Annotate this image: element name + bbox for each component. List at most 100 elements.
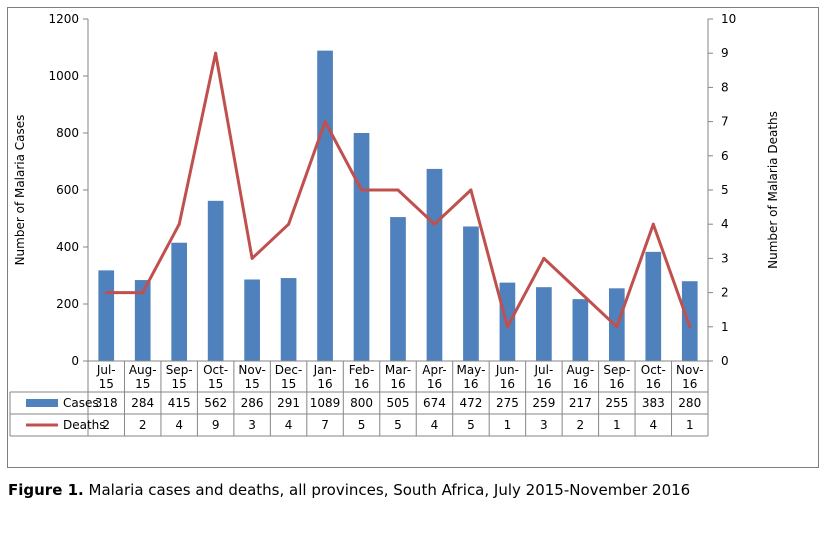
table-value-deaths: 2 xyxy=(102,418,110,432)
deaths-point xyxy=(505,325,509,329)
table-value-cases: 472 xyxy=(459,396,482,410)
x-tick-label: Sep- xyxy=(166,363,193,377)
legend-label-cases: Cases xyxy=(63,396,99,410)
y-tick-label: 1200 xyxy=(48,12,79,26)
deaths-point xyxy=(578,291,582,295)
bar-cases xyxy=(572,299,589,361)
x-tick-label: May- xyxy=(456,363,485,377)
x-tick-label: Jul- xyxy=(533,363,553,377)
y2-tick-label: 0 xyxy=(721,354,729,368)
x-tick-label: Sep- xyxy=(603,363,630,377)
deaths-point xyxy=(396,188,400,192)
x-tick-label: 16 xyxy=(354,377,369,391)
x-tick-label: Jan- xyxy=(313,363,337,377)
y2-tick-label: 2 xyxy=(721,286,729,300)
x-tick-label: 16 xyxy=(646,377,661,391)
x-tick-label: Oct- xyxy=(203,363,228,377)
bar-cases xyxy=(426,168,443,361)
table-value-cases: 318 xyxy=(95,396,118,410)
table-value-deaths: 1 xyxy=(613,418,621,432)
bar-cases xyxy=(134,280,151,361)
bar-cases xyxy=(207,200,224,361)
bar-cases xyxy=(353,133,370,361)
deaths-point xyxy=(615,325,619,329)
table-value-deaths: 2 xyxy=(577,418,585,432)
x-tick-label: Jun- xyxy=(495,363,519,377)
figure-caption: Figure 1. Malaria cases and deaths, all … xyxy=(8,481,690,499)
bar-cases xyxy=(390,217,406,361)
table-value-cases: 1089 xyxy=(310,396,341,410)
deaths-point xyxy=(469,188,473,192)
deaths-point xyxy=(360,188,364,192)
table-value-deaths: 4 xyxy=(649,418,657,432)
y-tick-label: 1000 xyxy=(48,69,79,83)
bar-cases xyxy=(317,50,333,361)
x-tick-label: Apr- xyxy=(422,363,446,377)
bar-cases xyxy=(280,278,297,361)
x-tick-label: 15 xyxy=(244,377,259,391)
table-value-cases: 280 xyxy=(678,396,701,410)
table-value-cases: 383 xyxy=(642,396,665,410)
table-value-deaths: 3 xyxy=(248,418,256,432)
table-value-cases: 286 xyxy=(241,396,264,410)
y-tick-label: 200 xyxy=(56,297,79,311)
y-tick-label: 600 xyxy=(56,183,79,197)
table-value-cases: 284 xyxy=(131,396,154,410)
y2-tick-label: 9 xyxy=(721,46,729,60)
deaths-point xyxy=(323,120,327,124)
deaths-point xyxy=(287,222,291,226)
y-tick-label: 800 xyxy=(56,126,79,140)
table-value-cases: 415 xyxy=(168,396,191,410)
y-axis-title: Number of Malaria Cases xyxy=(13,115,27,266)
x-tick-label: Nov- xyxy=(238,363,265,377)
deaths-point xyxy=(688,325,692,329)
table-value-deaths: 4 xyxy=(175,418,183,432)
x-tick-label: Oct- xyxy=(641,363,666,377)
y2-tick-label: 4 xyxy=(721,217,729,231)
deaths-point xyxy=(177,222,181,226)
table-value-deaths: 2 xyxy=(139,418,147,432)
table-value-deaths: 1 xyxy=(686,418,694,432)
deaths-point xyxy=(141,291,145,295)
x-tick-label: 16 xyxy=(500,377,515,391)
table-value-cases: 291 xyxy=(277,396,300,410)
x-tick-label: 15 xyxy=(99,377,114,391)
x-tick-label: 16 xyxy=(463,377,478,391)
table-value-deaths: 5 xyxy=(358,418,366,432)
x-tick-label: 16 xyxy=(682,377,697,391)
table-value-deaths: 4 xyxy=(431,418,439,432)
x-tick-label: Feb- xyxy=(349,363,375,377)
table-value-deaths: 7 xyxy=(321,418,329,432)
y2-tick-label: 3 xyxy=(721,251,729,265)
malaria-chart: 0 200 400 600 800 1000 1200 0 1 2 3 4 5 6 7 8 9 10 Number … xyxy=(9,12,780,437)
y2-tick-label: 5 xyxy=(721,183,729,197)
x-tick-label: Nov- xyxy=(676,363,703,377)
table-value-cases: 674 xyxy=(423,396,446,410)
table-value-cases: 505 xyxy=(387,396,410,410)
figure-caption-text: Malaria cases and deaths, all provinces,… xyxy=(83,481,691,499)
x-tick-label: 16 xyxy=(427,377,442,391)
table-value-deaths: 1 xyxy=(504,418,512,432)
deaths-point xyxy=(250,256,254,260)
bar-cases xyxy=(536,287,552,361)
y2-tick-label: 1 xyxy=(721,320,729,334)
y2-tick-label: 7 xyxy=(721,115,729,129)
bar-cases xyxy=(681,281,698,361)
y-tick-label: 400 xyxy=(56,240,79,254)
y2-axis-title: Number of Malaria Deaths xyxy=(766,111,780,269)
bar-cases xyxy=(244,279,260,361)
legend-key-cases xyxy=(26,399,58,407)
table-value-deaths: 5 xyxy=(467,418,475,432)
x-tick-label: 16 xyxy=(390,377,405,391)
x-tick-label: Dec- xyxy=(275,363,303,377)
bar-cases xyxy=(171,242,188,361)
y2-tick-label: 6 xyxy=(721,149,729,163)
x-tick-label: Jul- xyxy=(96,363,116,377)
x-tick-label: 16 xyxy=(609,377,624,391)
y2-tick-label: 10 xyxy=(721,12,736,26)
deaths-point xyxy=(214,51,218,55)
table-value-deaths: 3 xyxy=(540,418,548,432)
x-tick-label: Mar- xyxy=(385,363,411,377)
y2-tick-label: 8 xyxy=(721,80,729,94)
table-value-cases: 259 xyxy=(532,396,555,410)
